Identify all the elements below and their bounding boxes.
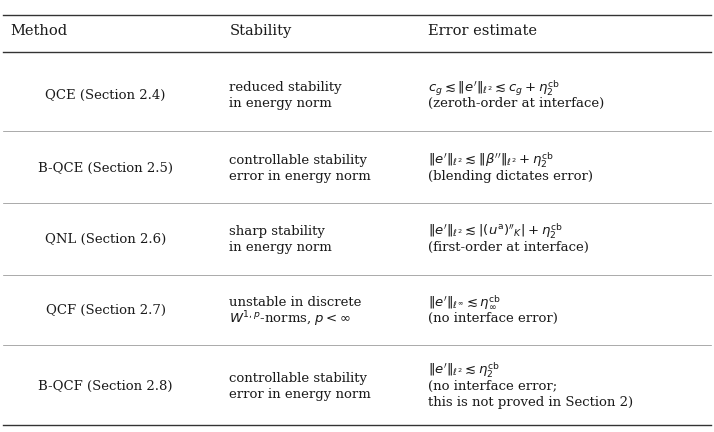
Text: this is not proved in Section 2): this is not proved in Section 2) [428, 396, 633, 409]
Text: in energy norm: in energy norm [229, 241, 332, 254]
Text: B-QCE (Section 2.5): B-QCE (Section 2.5) [38, 162, 173, 175]
Text: in energy norm: in energy norm [229, 97, 332, 110]
Text: (first-order at interface): (first-order at interface) [428, 241, 589, 254]
Text: Method: Method [10, 24, 67, 38]
Text: (zeroth-order at interface): (zeroth-order at interface) [428, 97, 604, 110]
Text: QCF (Section 2.7): QCF (Section 2.7) [46, 304, 166, 317]
Text: (blending dictates error): (blending dictates error) [428, 170, 593, 183]
Text: $W^{1,p}$-norms, $p < \infty$: $W^{1,p}$-norms, $p < \infty$ [229, 309, 351, 329]
Text: Error estimate: Error estimate [428, 24, 537, 38]
Text: $\|e'\|_{\ell^2} \lesssim |(u^{\mathrm{a}})''_K| + \eta_2^{\mathrm{cb}}$: $\|e'\|_{\ell^2} \lesssim |(u^{\mathrm{a… [428, 222, 563, 241]
Text: sharp stability: sharp stability [229, 225, 326, 238]
Text: controllable stability: controllable stability [229, 372, 368, 385]
Text: error in energy norm: error in energy norm [229, 388, 371, 401]
Text: reduced stability: reduced stability [229, 81, 342, 94]
Text: $\|e'\|_{\ell^2} \lesssim \|\beta''\|_{\ell^2} + \eta_2^{\mathrm{cb}}$: $\|e'\|_{\ell^2} \lesssim \|\beta''\|_{\… [428, 150, 553, 170]
Text: controllable stability: controllable stability [229, 154, 368, 167]
Text: (no interface error): (no interface error) [428, 312, 558, 325]
Text: (no interface error;: (no interface error; [428, 380, 557, 393]
Text: B-QCF (Section 2.8): B-QCF (Section 2.8) [39, 380, 173, 393]
Text: $\|e'\|_{\ell^2} \lesssim \eta_2^{\mathrm{cb}}$: $\|e'\|_{\ell^2} \lesssim \eta_2^{\mathr… [428, 361, 500, 380]
Text: error in energy norm: error in energy norm [229, 170, 371, 183]
Text: QNL (Section 2.6): QNL (Section 2.6) [45, 233, 166, 246]
Text: $c_g \lesssim \|e'\|_{\ell^2} \lesssim c_g + \eta_2^{\mathrm{cb}}$: $c_g \lesssim \|e'\|_{\ell^2} \lesssim c… [428, 78, 559, 98]
Text: Stability: Stability [229, 24, 292, 38]
Text: unstable in discrete: unstable in discrete [229, 296, 362, 309]
Text: QCE (Section 2.4): QCE (Section 2.4) [45, 89, 166, 102]
Text: $\|e'\|_{\ell^\infty} \lesssim \eta_\infty^{\mathrm{cb}}$: $\|e'\|_{\ell^\infty} \lesssim \eta_\inf… [428, 293, 501, 312]
